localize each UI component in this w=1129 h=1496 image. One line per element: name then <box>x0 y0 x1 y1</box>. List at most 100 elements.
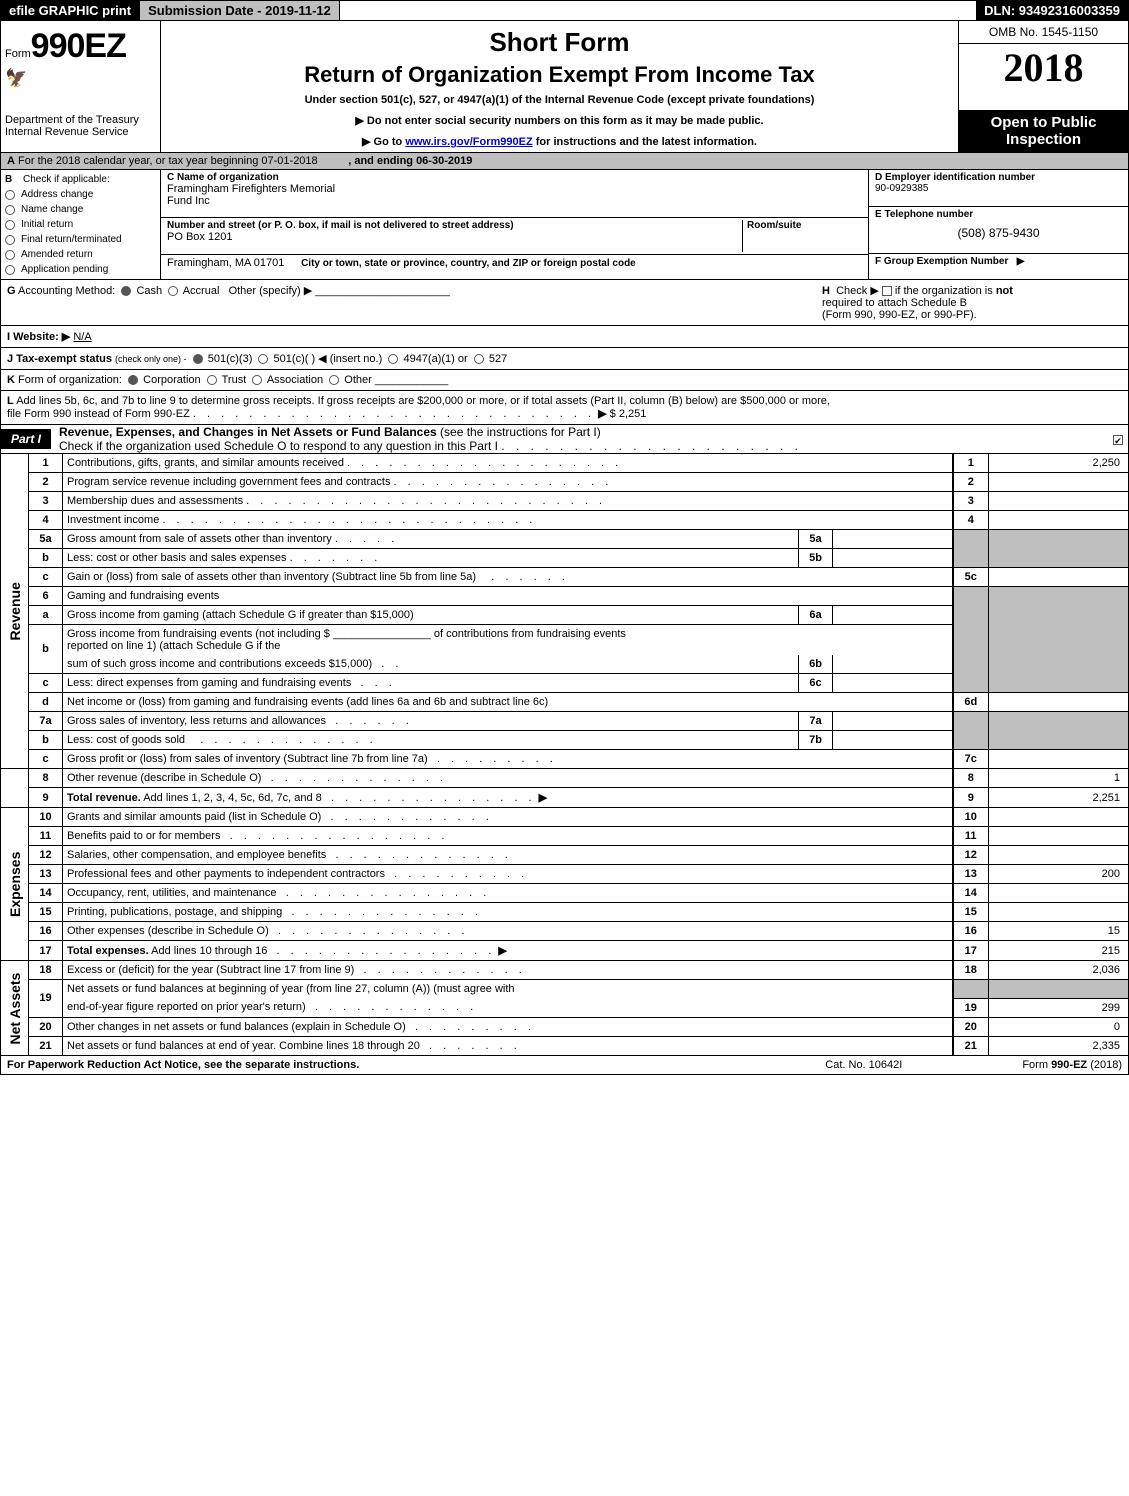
line-17-text2: Add lines 10 through 16 <box>151 945 267 957</box>
initial-return-radio[interactable] <box>5 220 15 230</box>
line-h-text5: (Form 990, 990-EZ, or 990-PF). <box>822 309 977 321</box>
line-j: J Tax-exempt status (check only one) - 5… <box>0 348 1129 370</box>
line-8-text: Other revenue (describe in Schedule O) <box>67 772 261 784</box>
assoc-radio[interactable] <box>252 375 262 385</box>
line-6d-text: Net income or (loss) from gaming and fun… <box>67 696 548 708</box>
line-8-val: 1 <box>989 769 1129 788</box>
other-org-radio[interactable] <box>329 375 339 385</box>
corp-label: Corporation <box>143 374 200 386</box>
line-15-rnum: 15 <box>953 903 989 922</box>
line-g-label: G <box>7 285 16 297</box>
line-21-text: Net assets or fund balances at end of ye… <box>67 1040 420 1052</box>
final-return-label: Final return/terminated <box>21 234 122 245</box>
line-3-num: 3 <box>29 492 63 511</box>
amended-return-radio[interactable] <box>5 250 15 260</box>
other-org-label: Other <box>344 374 372 386</box>
efile-label: efile GRAPHIC print <box>1 1 139 20</box>
line-21-val: 2,335 <box>989 1036 1129 1055</box>
line-11-num: 11 <box>29 827 63 846</box>
line-2-val <box>989 473 1129 492</box>
cash-radio[interactable] <box>121 286 131 296</box>
line-19-num: 19 <box>29 980 63 1018</box>
501c-radio[interactable] <box>258 354 268 364</box>
omb-number: OMB No. 1545-1150 <box>958 21 1128 44</box>
line-12-text: Salaries, other compensation, and employ… <box>67 849 326 861</box>
line-7c-rnum: 7c <box>953 750 989 769</box>
header-row-2: Department of the Treasury Internal Reve… <box>0 110 1129 153</box>
line-6c-text: Less: direct expenses from gaming and fu… <box>67 677 351 689</box>
line-19-text1: Net assets or fund balances at beginning… <box>67 983 515 995</box>
org-name-1: Framingham Firefighters Memorial <box>167 183 335 195</box>
line-6b-num: b <box>29 625 63 674</box>
cat-number: Cat. No. 10642I <box>825 1059 902 1071</box>
line-7a-num: 7a <box>29 712 63 731</box>
line-19-val: 299 <box>989 998 1129 1017</box>
line-7c-val <box>989 750 1129 769</box>
box-d-label: D Employer identification number <box>875 172 1035 183</box>
527-radio[interactable] <box>474 354 484 364</box>
line-17-rnum: 17 <box>953 941 989 961</box>
line-12-val <box>989 846 1129 865</box>
application-pending-radio[interactable] <box>5 265 15 275</box>
main-table: Revenue 1 Contributions, gifts, grants, … <box>0 454 1129 1056</box>
other-label: Other (specify) ▶ <box>229 285 313 297</box>
paperwork-notice: For Paperwork Reduction Act Notice, see … <box>7 1059 359 1071</box>
line-1-val: 2,250 <box>989 454 1129 473</box>
line-h-label: H <box>822 285 830 297</box>
line-15-val <box>989 903 1129 922</box>
trust-radio[interactable] <box>207 375 217 385</box>
501c3-radio[interactable] <box>193 354 203 364</box>
line-4-rnum: 4 <box>953 511 989 530</box>
accrual-radio[interactable] <box>168 286 178 296</box>
under-section: Under section 501(c), 527, or 4947(a)(1)… <box>165 94 954 106</box>
line-13-rnum: 13 <box>953 865 989 884</box>
line-6d-rnum: 6d <box>953 693 989 712</box>
line-18-val: 2,036 <box>989 961 1129 980</box>
line-5c-val <box>989 568 1129 587</box>
insert-no: ◀ (insert no.) <box>318 353 382 365</box>
room-label: Room/suite <box>747 220 801 231</box>
accrual-label: Accrual <box>183 285 220 297</box>
line-3-text: Membership dues and assessments <box>67 495 243 507</box>
line-6a-text: Gross income from gaming (attach Schedul… <box>67 609 414 621</box>
box-f-label: F Group Exemption Number <box>875 256 1008 267</box>
line-g-h: G Accounting Method: Cash Accrual Other … <box>0 280 1129 326</box>
line-5b-sub: 5b <box>799 549 833 568</box>
info-grid: B Check if applicable: Address change Na… <box>0 170 1129 280</box>
line-5b-num: b <box>29 549 63 568</box>
line-6b-text3: reported on line 1) (attach Schedule G i… <box>67 640 280 652</box>
corp-radio[interactable] <box>128 375 138 385</box>
irs-link[interactable]: www.irs.gov/Form990EZ <box>405 136 532 148</box>
schedule-o-checkbox[interactable] <box>1113 435 1123 445</box>
line-18-text: Excess or (deficit) for the year (Subtra… <box>67 964 354 976</box>
form-number: 990EZ <box>31 27 126 65</box>
cash-label: Cash <box>136 285 162 297</box>
line-7a-text: Gross sales of inventory, less returns a… <box>67 715 326 727</box>
short-form-title: Short Form <box>165 27 954 58</box>
line-6b-text2: of contributions from fundraising events <box>434 628 626 640</box>
address-change-radio[interactable] <box>5 190 15 200</box>
line-a: A For the 2018 calendar year, or tax yea… <box>0 153 1129 170</box>
line-20-rnum: 20 <box>953 1017 989 1036</box>
4947-radio[interactable] <box>388 354 398 364</box>
line-j-label: J Tax-exempt status <box>7 353 112 365</box>
final-return-radio[interactable] <box>5 235 15 245</box>
line-i: I Website: ▶ N/A <box>0 326 1129 348</box>
line-l-text2: file Form 990 instead of Form 990-EZ <box>7 408 190 420</box>
line-10-val <box>989 808 1129 827</box>
line-7b-text: Less: cost of goods sold <box>67 734 185 746</box>
name-change-radio[interactable] <box>5 205 15 215</box>
line-6b-text1: Gross income from fundraising events (no… <box>67 628 330 640</box>
form-number-cell: Form990EZ 🦅 <box>1 21 161 110</box>
line-h-text1: Check ▶ <box>836 285 879 297</box>
line-6d-val <box>989 693 1129 712</box>
name-label: Name of organization <box>177 172 279 183</box>
line-15-num: 15 <box>29 903 63 922</box>
schedule-b-checkbox[interactable] <box>882 286 892 296</box>
line-l-arrow: ▶ <box>598 408 606 420</box>
line-11-val <box>989 827 1129 846</box>
assoc-label: Association <box>267 374 323 386</box>
line-5a-num: 5a <box>29 530 63 549</box>
goto-pre: ▶ Go to <box>362 136 405 148</box>
line-a-text2: , and ending 06-30-2019 <box>348 155 472 167</box>
